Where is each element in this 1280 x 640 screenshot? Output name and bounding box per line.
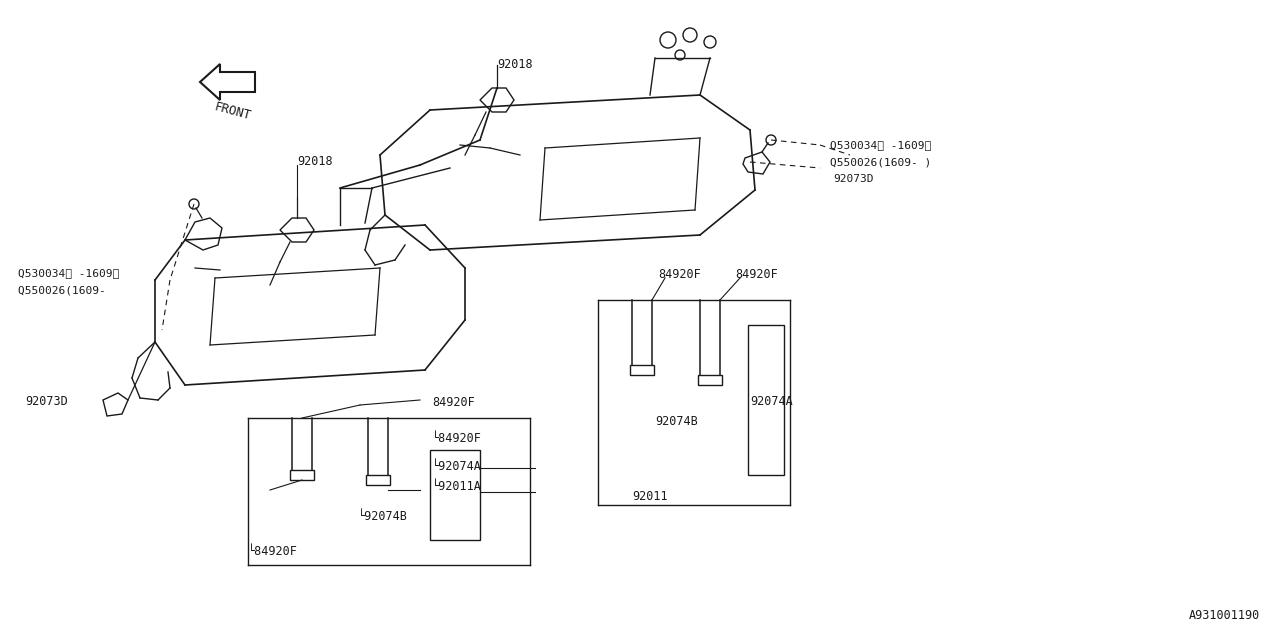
Text: 84920F: 84920F: [735, 268, 778, 281]
Text: └92074B: └92074B: [358, 510, 408, 523]
Text: 92073D: 92073D: [833, 174, 873, 184]
Text: 92011: 92011: [632, 490, 668, 503]
Bar: [291, 470, 314, 480]
Text: 92018: 92018: [297, 155, 333, 168]
Text: FRONT: FRONT: [212, 100, 252, 122]
Text: Q530034〈 -1609〉: Q530034〈 -1609〉: [18, 268, 119, 278]
Bar: [366, 475, 390, 485]
Text: Q530034〈 -1609〉: Q530034〈 -1609〉: [829, 140, 932, 150]
Text: └84920F: └84920F: [433, 432, 481, 445]
Bar: [630, 365, 654, 375]
Text: 92074A: 92074A: [750, 395, 792, 408]
Text: └84920F: └84920F: [248, 545, 298, 558]
Bar: [430, 450, 480, 540]
Text: 84920F: 84920F: [433, 396, 475, 409]
Text: 92018: 92018: [497, 58, 532, 71]
Text: └92074A: └92074A: [433, 460, 481, 473]
Bar: [698, 375, 722, 385]
Text: 92073D: 92073D: [26, 395, 68, 408]
Text: Q550026(1609- ): Q550026(1609- ): [829, 157, 932, 167]
Text: A931001190: A931001190: [1189, 609, 1260, 622]
Text: Q550026(1609-: Q550026(1609-: [18, 285, 113, 295]
Text: 92074B: 92074B: [655, 415, 698, 428]
Bar: [748, 325, 783, 475]
Text: 84920F: 84920F: [658, 268, 700, 281]
Text: └92011A: └92011A: [433, 480, 481, 493]
